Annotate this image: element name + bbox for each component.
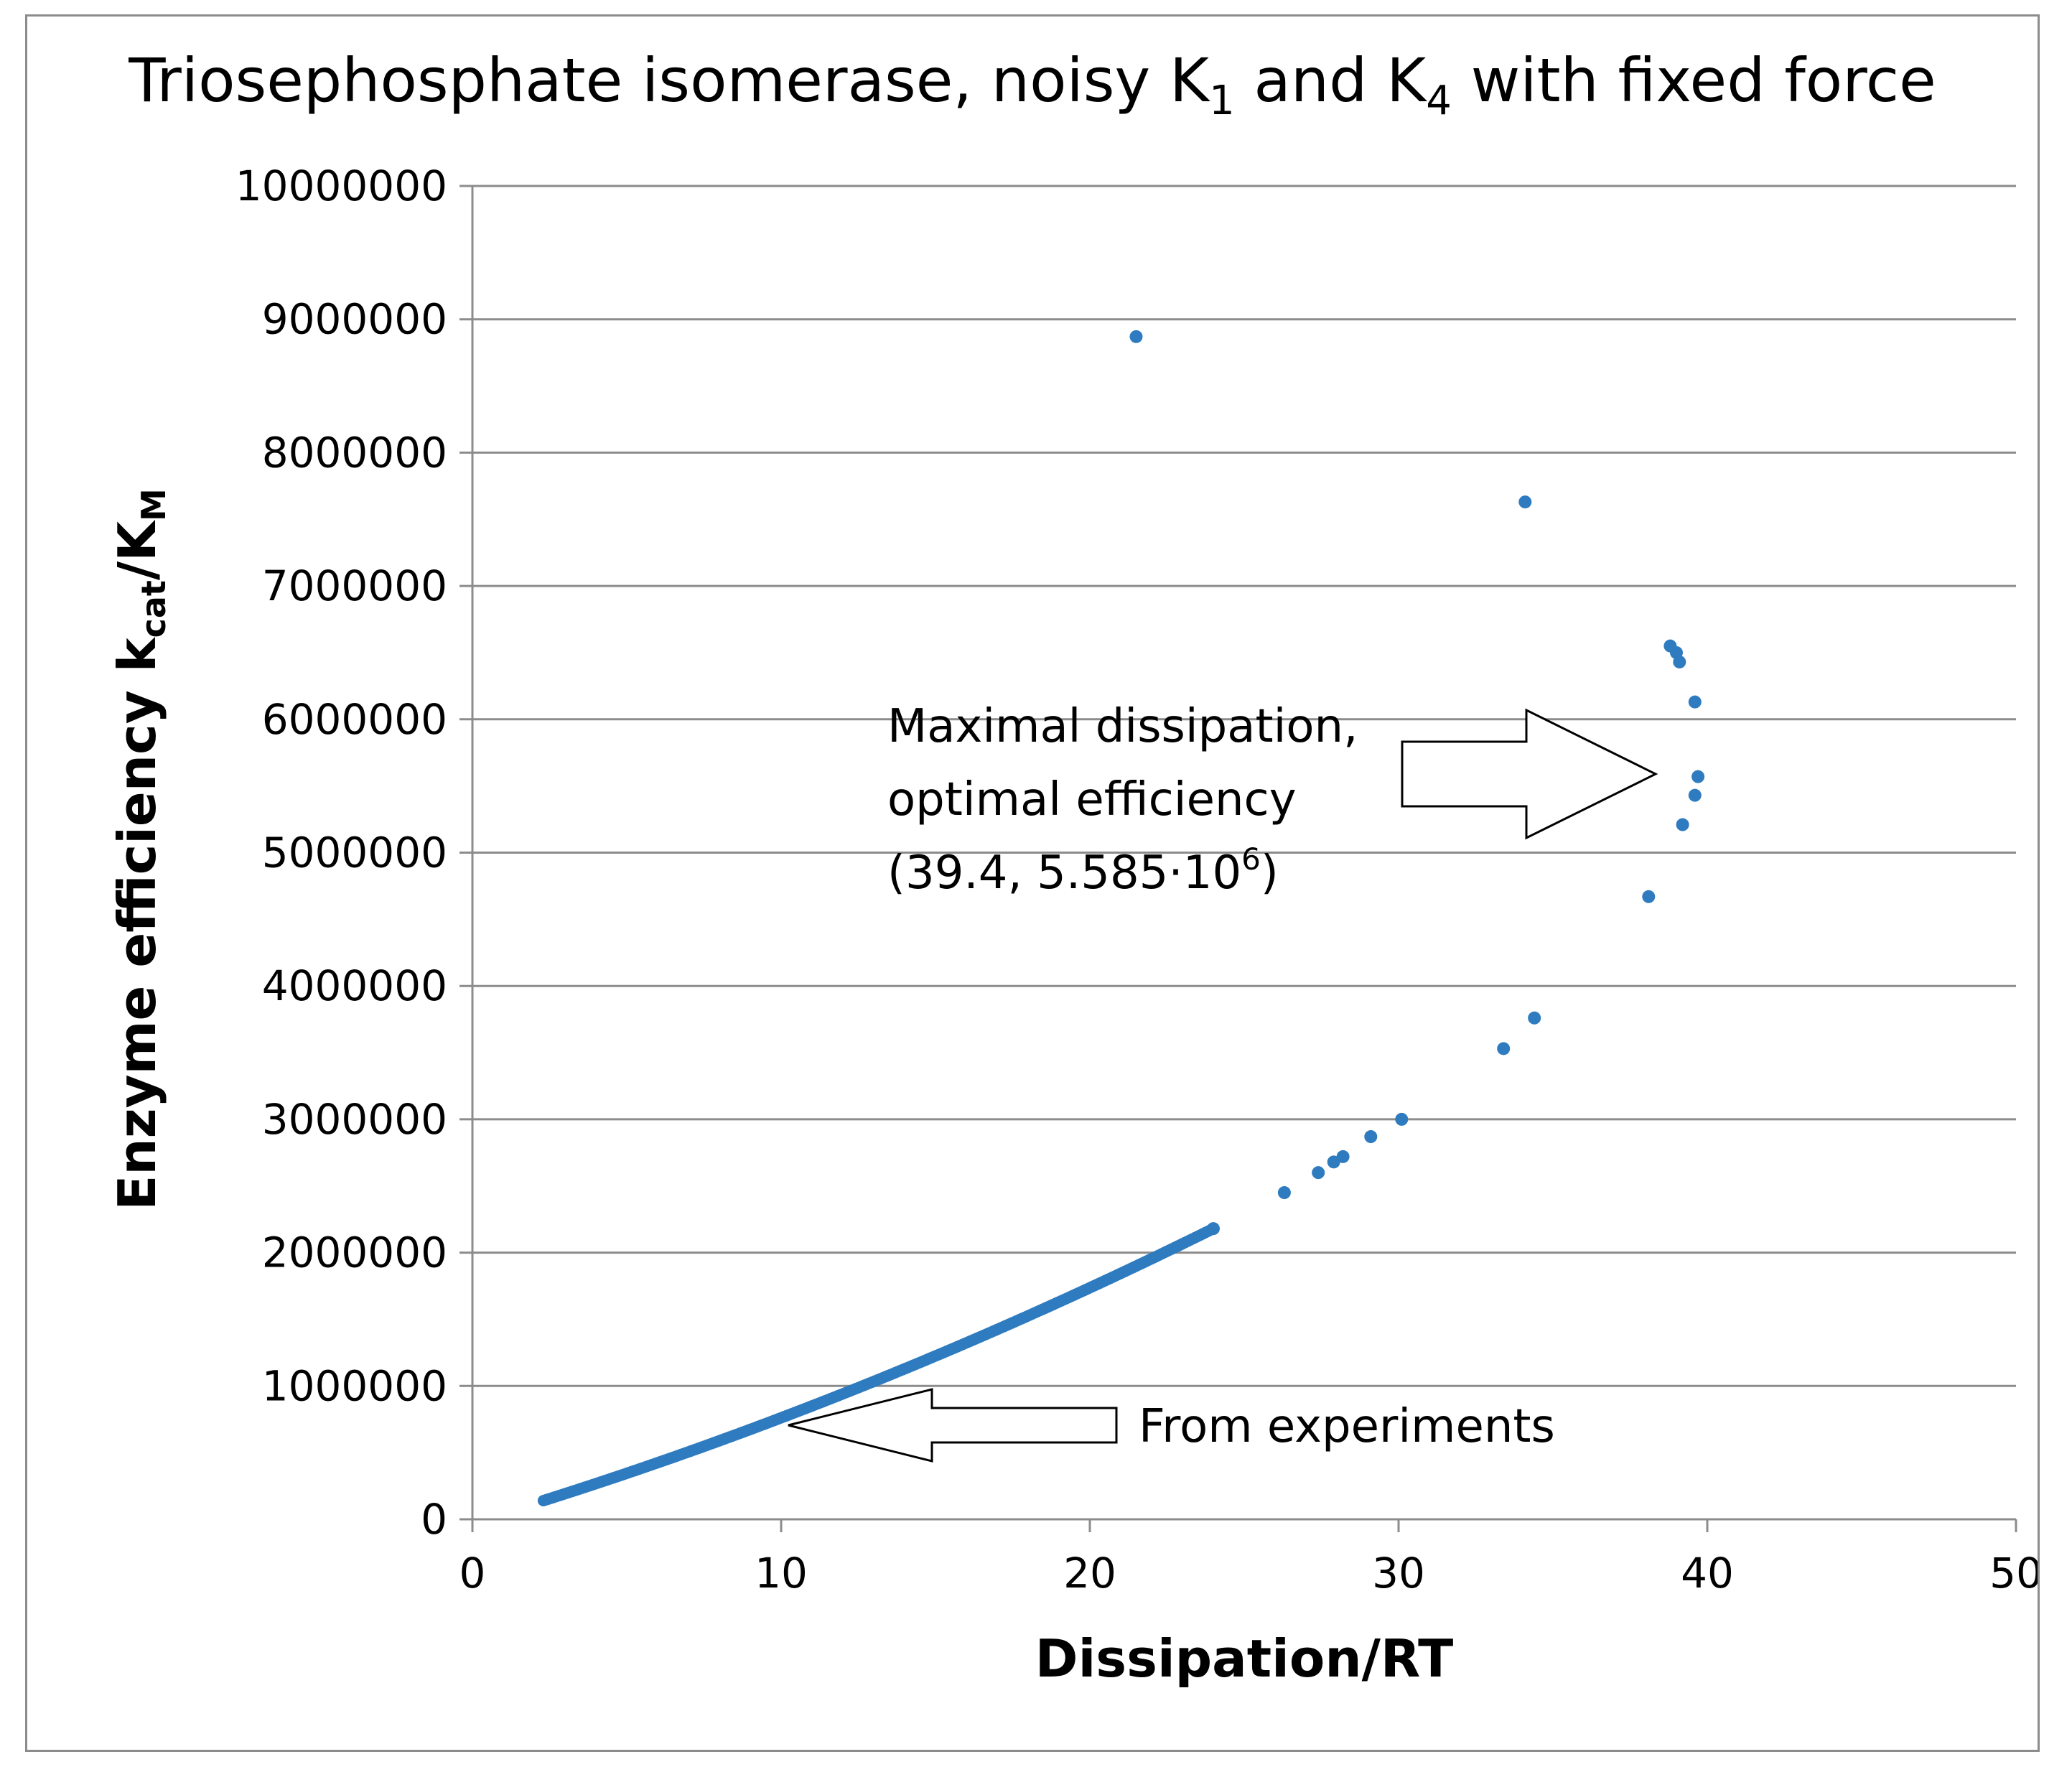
- scatter-point: [1207, 1222, 1220, 1236]
- annotation-line-3: (39.4, 5.585·106): [887, 841, 1279, 900]
- scatter-point: [1528, 1011, 1541, 1025]
- scatter-point: [1129, 330, 1143, 343]
- x-tick-label: 40: [1681, 1549, 1734, 1598]
- y-tick-label: 1000000: [262, 1361, 447, 1410]
- experiments-annotation: From experiments: [788, 1388, 1555, 1463]
- y-tick-label: 2000000: [262, 1228, 447, 1277]
- chart-title: Triosephosphate isomerase, noisy K1 and …: [128, 45, 1936, 124]
- y-tick-label: 5000000: [262, 829, 447, 877]
- scatter-point: [1336, 1150, 1350, 1163]
- scatter-point: [1364, 1130, 1378, 1144]
- chart-frame: Triosephosphate isomerase, noisy K1 and …: [25, 14, 2040, 1752]
- x-tick-label: 50: [1989, 1549, 2038, 1598]
- y-tick-label: 6000000: [262, 695, 447, 744]
- scatter-point: [1395, 1112, 1409, 1126]
- scatter-point: [1688, 695, 1702, 709]
- x-tick-label: 0: [459, 1549, 486, 1598]
- annotation-line-1: Maximal dissipation,: [887, 700, 1358, 753]
- y-tick-label: 8000000: [262, 428, 447, 477]
- x-tick-label: 30: [1372, 1549, 1425, 1598]
- y-axis-label: Enzyme efficiency kcat/KM: [107, 488, 173, 1211]
- scatter-point: [1663, 639, 1677, 653]
- right-arrow-shape: [1401, 708, 1658, 840]
- scatter-point: [1642, 890, 1656, 903]
- left-arrow-shape: [788, 1388, 1118, 1463]
- x-tick-label: 10: [755, 1549, 808, 1598]
- scatter-point: [1688, 788, 1702, 802]
- y-tick-label: 7000000: [262, 561, 447, 610]
- scatter-point: [1497, 1042, 1511, 1055]
- gridlines: [472, 185, 2016, 1387]
- y-tick-label: 10000000: [235, 162, 447, 210]
- scatter-point: [1518, 495, 1532, 509]
- y-tick-label: 3000000: [262, 1095, 447, 1144]
- y-tick-label: 9000000: [262, 295, 447, 344]
- max-dissipation-annotation: Maximal dissipation, optimal efficiency …: [887, 700, 1658, 900]
- x-tick-label: 20: [1063, 1549, 1116, 1598]
- scatter-point: [1691, 770, 1705, 783]
- scatter-chart: Triosephosphate isomerase, noisy K1 and …: [107, 45, 2038, 1689]
- experiments-label: From experiments: [1139, 1400, 1555, 1453]
- x-axis-label: Dissipation/RT: [1035, 1628, 1453, 1689]
- y-axis-ticks: 0 1000000 2000000 3000000 4000000 5000000 6000…: [235, 162, 472, 1544]
- annotation-line-2: optimal efficiency: [887, 773, 1297, 826]
- x-axis-ticks: 0 10 20 30 40 50: [459, 1519, 2038, 1598]
- y-tick-label: 0: [421, 1495, 447, 1544]
- y-tick-label: 4000000: [262, 961, 447, 1010]
- scatter-point: [1277, 1186, 1291, 1200]
- data-points: [537, 330, 1705, 1507]
- scatter-point: [1312, 1166, 1325, 1180]
- scatter-point: [1676, 818, 1689, 831]
